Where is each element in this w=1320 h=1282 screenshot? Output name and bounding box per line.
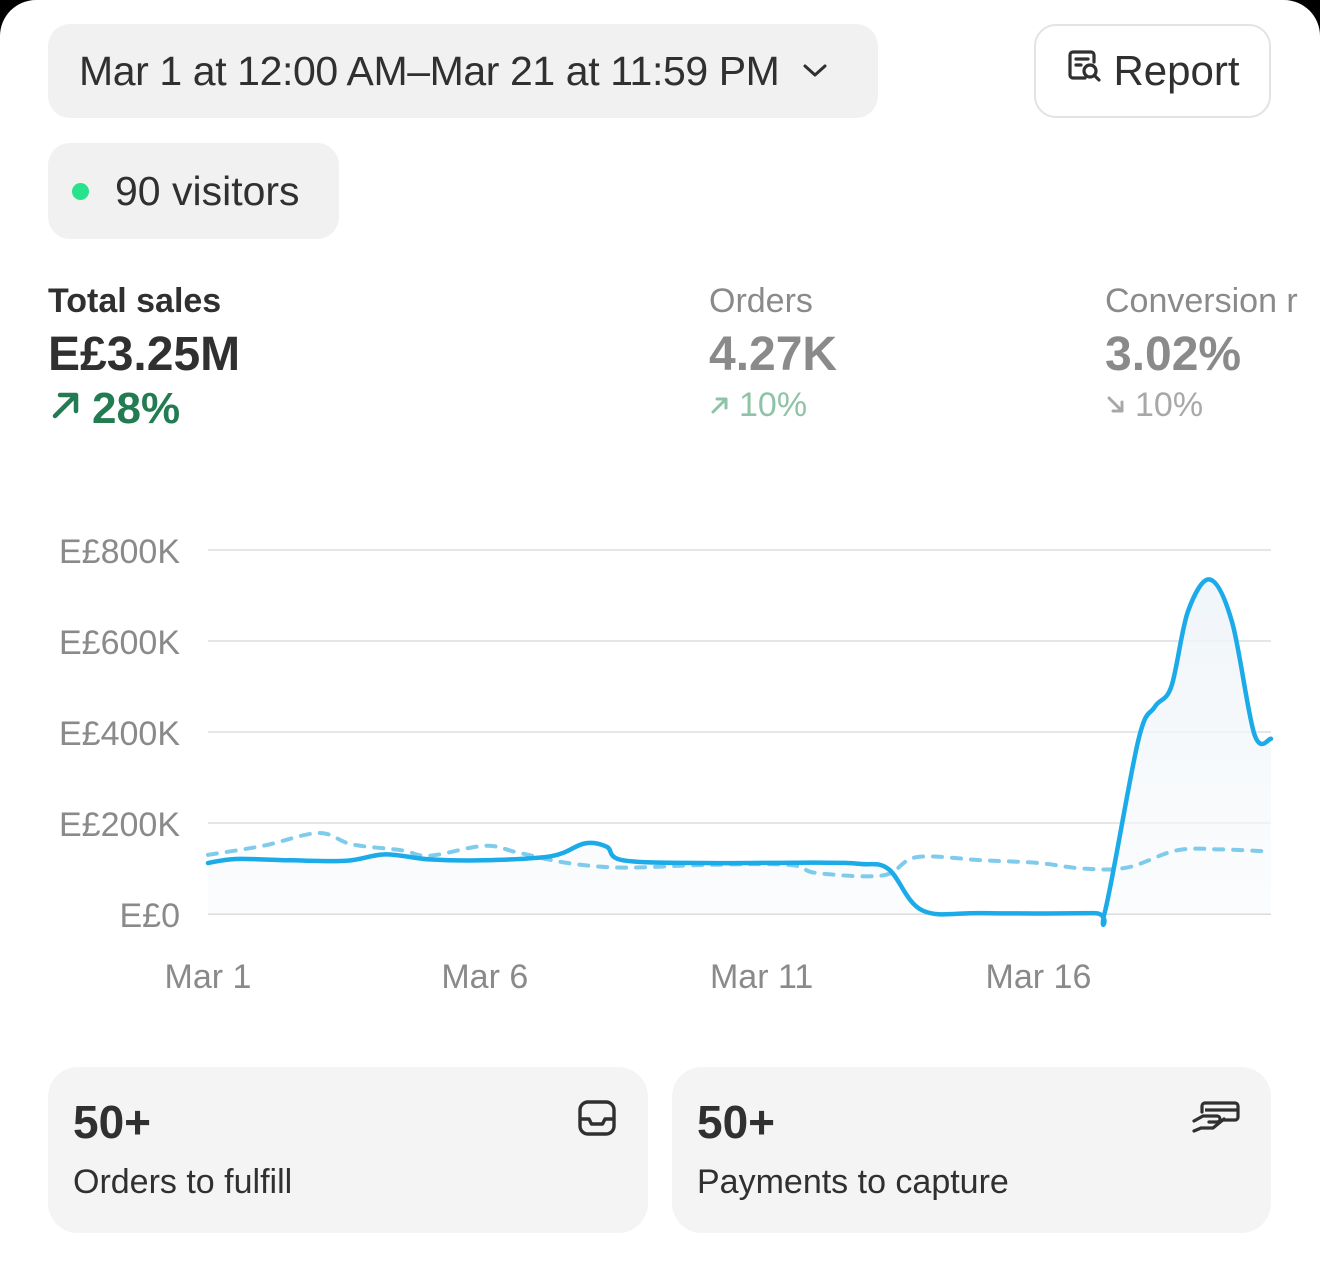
x-tick-label: Mar 16 — [986, 958, 1092, 996]
orders-to-fulfill-card[interactable]: 50+ Orders to fulfill — [48, 1067, 648, 1233]
chevron-down-icon — [801, 62, 829, 80]
current-period-line — [205, 577, 1274, 927]
card-label: Payments to capture — [697, 1163, 1009, 1201]
live-status-dot — [72, 182, 89, 200]
arrow-down-right-icon — [1105, 386, 1127, 425]
x-tick-label: Mar 6 — [441, 958, 528, 996]
y-tick-label: E£0 — [120, 897, 181, 935]
x-tick-label: Mar 1 — [165, 958, 252, 996]
x-tick-label: Mar 11 — [710, 958, 813, 996]
report-button[interactable]: Report — [1034, 24, 1271, 118]
metric-label: Total sales — [48, 282, 222, 320]
y-tick-label: E£800K — [59, 533, 180, 571]
sales-area-fill — [208, 579, 1271, 925]
metric-orders[interactable]: Orders 4.27K 10% — [709, 280, 837, 425]
total-sales-chart[interactable]: E£800K E£600K E£400K E£200K E£0 Mar 1 Mar 6 Ma… — [0, 520, 1320, 1020]
metric-total-sales[interactable]: Total sales E£3.25M 28% — [48, 280, 240, 434]
visitors-label: 90 visitors — [115, 167, 300, 214]
card-payment-icon — [1191, 1097, 1241, 1144]
arrow-up-right-icon — [48, 384, 84, 434]
metric-label: Conversion r — [1105, 282, 1298, 320]
report-search-icon — [1065, 47, 1103, 95]
date-range-label: Mar 1 at 12:00 AM–Mar 21 at 11:59 PM — [79, 47, 780, 94]
metric-value: 3.02% — [1105, 328, 1242, 381]
payments-to-capture-card[interactable]: 50+ Payments to capture — [672, 1067, 1271, 1233]
inbox-icon — [576, 1097, 618, 1144]
y-tick-label: E£600K — [59, 624, 180, 662]
card-value: 50+ — [697, 1096, 776, 1148]
report-label: Report — [1113, 47, 1240, 94]
arrow-up-right-icon — [709, 386, 731, 425]
metric-change: 28% — [48, 384, 240, 434]
metric-label: Orders — [709, 282, 813, 320]
date-range-selector[interactable]: Mar 1 at 12:00 AM–Mar 21 at 11:59 PM — [48, 24, 878, 118]
metric-change: 10% — [1105, 386, 1298, 425]
metric-conversion-rate[interactable]: Conversion r 3.02% 10% — [1105, 280, 1298, 425]
live-visitors-button[interactable]: 90 visitors — [48, 143, 339, 239]
metric-change-value: 10% — [1135, 386, 1204, 424]
metric-change-value: 10% — [739, 386, 808, 424]
metric-change: 10% — [709, 386, 837, 425]
metric-value: 4.27K — [709, 328, 838, 381]
y-tick-label: E£400K — [59, 715, 180, 753]
metric-value: E£3.25M — [48, 328, 241, 381]
y-tick-label: E£200K — [59, 806, 180, 844]
card-value: 50+ — [73, 1096, 152, 1148]
metric-change-value: 28% — [92, 384, 181, 433]
card-label: Orders to fulfill — [73, 1163, 293, 1201]
